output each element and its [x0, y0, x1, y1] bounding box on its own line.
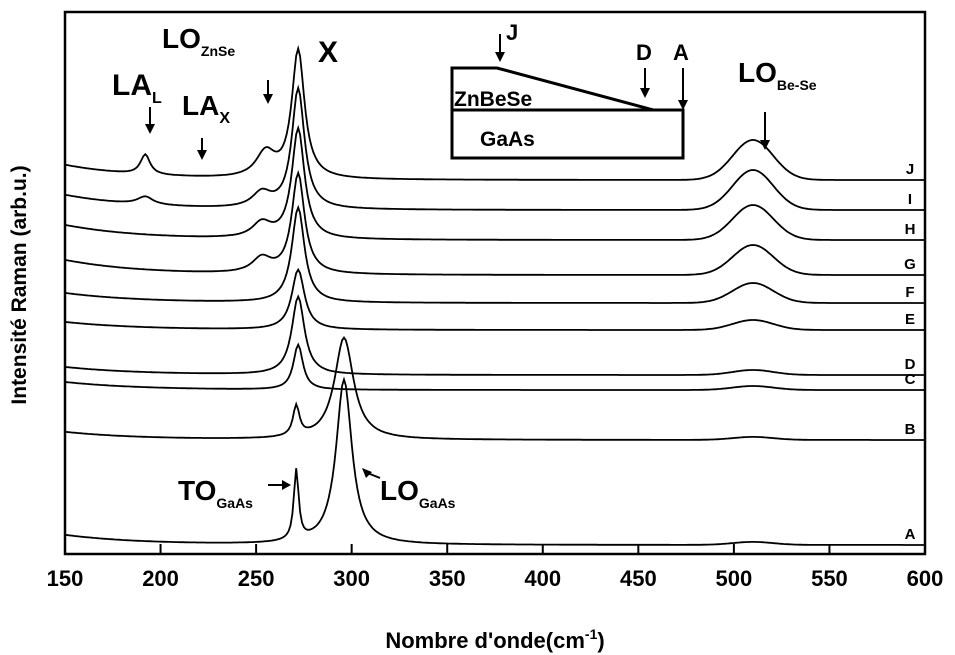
curve-label-J: J	[906, 161, 914, 178]
x-tick-label-150: 150	[47, 566, 84, 591]
inset-marker-j-label: J	[506, 20, 518, 45]
inset-gaas-substrate	[450, 108, 685, 160]
spectrum-J	[64, 44, 925, 181]
spectrum-A	[64, 376, 925, 546]
inset-marker-d-arrowhead	[640, 88, 650, 98]
x-tick-label-450: 450	[620, 566, 657, 591]
spectrum-I	[64, 84, 925, 211]
spectrum-B	[64, 336, 925, 441]
la-x-arrowhead	[197, 150, 207, 160]
plot-frame	[63, 10, 927, 556]
to-gaas-arrowhead	[282, 480, 291, 490]
x-tick-label-300: 300	[333, 566, 370, 591]
curve-label-D: D	[905, 356, 916, 373]
x-tick-label-400: 400	[524, 566, 561, 591]
lo-bese-label: LOBe-Se	[738, 57, 817, 93]
lo-bese-arrowhead	[760, 140, 770, 150]
x-tick-label-500: 500	[716, 566, 753, 591]
lo-znse-arrowhead	[263, 94, 273, 104]
curve-labels-group: A B CD EFG HIJ	[904, 161, 916, 543]
inset-marker-a-label: A	[673, 40, 689, 65]
x-axis-title: Nombre d'onde(cm-1)	[385, 626, 604, 653]
y-axis-title: Intensité Raman (arb.u.)	[8, 165, 31, 404]
inset-znbese-label: ZnBeSe	[454, 88, 532, 111]
la-l-arrowhead	[145, 124, 155, 134]
lo-gaas-label: LOGaAs	[380, 475, 456, 511]
la-l-label: LAL	[112, 69, 162, 107]
curve-label-B: B	[905, 421, 916, 438]
inset-marker-a-arrowhead	[678, 100, 688, 110]
x-tick-label-350: 350	[429, 566, 466, 591]
x-peak-label: X	[318, 36, 338, 69]
spectra-group	[64, 44, 925, 546]
x-tick-label-250: 250	[238, 566, 275, 591]
inset-marker-d-label: D	[636, 40, 652, 65]
curve-label-I: I	[908, 191, 912, 208]
curve-label-E: E	[905, 311, 915, 328]
spectrum-E	[64, 267, 925, 331]
spectrum-C	[64, 342, 925, 391]
to-gaas-label: TOGaAs	[178, 475, 253, 511]
inset-gaas-label: GaAs	[480, 128, 535, 151]
curve-label-C: C	[905, 371, 916, 388]
la-x-label: LAX	[182, 90, 230, 127]
x-tick-label-200: 200	[142, 566, 179, 591]
lo-znse-label: LOZnSe	[162, 23, 235, 59]
x-tick-label-550: 550	[811, 566, 848, 591]
x-ticks-group: 150 200 250 300 350 400 450 500 550 600	[47, 544, 944, 591]
inset-marker-j-arrowhead	[495, 52, 505, 62]
curve-label-H: H	[905, 221, 916, 238]
spectrum-F	[64, 204, 925, 304]
spectrum-D	[64, 294, 925, 376]
x-tick-label-600: 600	[907, 566, 944, 591]
spectrum-H	[64, 124, 925, 241]
curve-label-G: G	[904, 256, 916, 273]
spectrum-G	[64, 170, 925, 276]
inset-sample-diagram: ZnBeSe GaAs J D A	[450, 20, 689, 160]
curve-label-A: A	[905, 526, 916, 543]
lo-gaas-arrowhead	[362, 468, 372, 478]
curve-label-F: F	[905, 284, 914, 301]
